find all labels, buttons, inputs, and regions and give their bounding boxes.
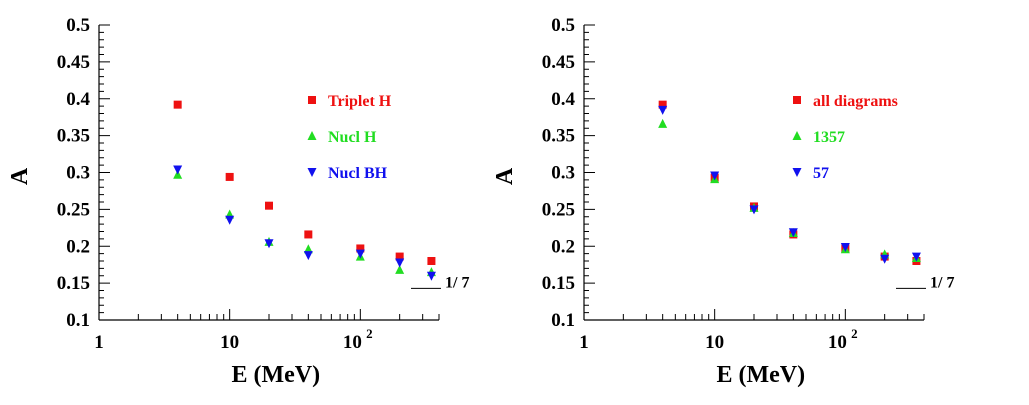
series-1	[658, 100, 921, 265]
data-point	[173, 100, 182, 109]
data-point	[225, 215, 235, 225]
data-point	[303, 244, 313, 254]
x-tick-label: 10	[828, 332, 847, 353]
legend-marker	[792, 131, 802, 140]
data-point	[788, 228, 798, 238]
y-tick-label: 0.45	[542, 52, 575, 73]
y-tick-label: 0.5	[551, 15, 575, 36]
data-point	[427, 257, 436, 265]
data-point	[356, 244, 365, 253]
y-tick-label: 0.4	[551, 89, 575, 110]
x-axis-label: E (MeV)	[231, 362, 320, 388]
y-tick-label: 0.1	[551, 310, 575, 331]
data-point	[911, 252, 921, 262]
y-tick-label: 0.25	[542, 199, 575, 220]
data-point	[658, 105, 668, 115]
data-point	[395, 264, 405, 274]
data-point	[264, 239, 274, 249]
legend-label: Nucl BH	[328, 165, 388, 182]
legend-label: Triplet H	[328, 93, 392, 110]
y-tick-label: 0.25	[57, 199, 90, 220]
data-point	[225, 172, 234, 181]
x-tick-label: 1	[94, 332, 104, 353]
data-point	[749, 205, 759, 215]
y-axis-label: A	[492, 167, 518, 185]
legend-label: all diagrams	[813, 93, 898, 110]
legend-marker	[792, 168, 802, 177]
y-tick-label: 0.35	[542, 126, 575, 147]
data-point	[395, 252, 404, 261]
data-point	[710, 171, 720, 181]
y-tick-label: 0.5	[66, 15, 90, 36]
plot-panel-2: 0.1 0.15 0.2 0.25 0.3 0.35 0.4 0.45 0.5 1 10 10 2 E (…	[492, 15, 954, 388]
legend-label: 57	[813, 165, 829, 182]
legend-marker	[307, 131, 317, 140]
series-2	[658, 118, 921, 263]
data-point	[840, 242, 850, 252]
data-point	[265, 201, 273, 210]
y-tick-label: 0.45	[57, 52, 90, 73]
legend-label: Nucl H	[328, 129, 377, 146]
x-axis-label: E (MeV)	[716, 362, 805, 388]
x-tick-exponent: 2	[851, 326, 858, 341]
data-point	[173, 165, 183, 175]
data-point	[658, 118, 668, 128]
legend-marker	[308, 96, 316, 104]
data-point	[880, 254, 890, 264]
data-point	[426, 271, 436, 281]
y-tick-label: 0.15	[542, 273, 575, 294]
data-point	[303, 251, 313, 261]
legend-marker	[793, 96, 801, 104]
y-tick-label: 0.2	[66, 236, 90, 257]
x-tick-label: 10	[220, 332, 239, 353]
y-tick-label: 0.35	[57, 126, 90, 147]
x-tick-label: 1	[579, 332, 589, 353]
series-1	[173, 100, 436, 265]
y-tick-label: 0.15	[57, 273, 90, 294]
y-tick-label: 0.4	[66, 89, 90, 110]
y-tick-label: 0.2	[551, 236, 575, 257]
y-axis-label: A	[7, 167, 33, 185]
legend-label: 1357	[813, 129, 845, 146]
data-point	[395, 258, 405, 268]
y-tick-label: 0.3	[551, 163, 575, 184]
data-point	[304, 230, 313, 239]
plot-panel-1: 0.1 0.15 0.2 0.25 0.3 0.35 0.4 0.45 0.5 1 10 10 2 E (…	[7, 15, 469, 388]
reference-line-label: 1/ 7	[445, 274, 469, 291]
reference-line-label: 1/ 7	[930, 274, 954, 291]
x-tick-label: 10	[343, 332, 362, 353]
y-tick-label: 0.1	[66, 310, 90, 331]
series-3	[658, 105, 921, 264]
x-tick-label: 10	[705, 332, 724, 353]
series-3	[173, 165, 436, 281]
x-tick-exponent: 2	[366, 326, 373, 341]
legend-marker	[307, 168, 317, 177]
data-point	[355, 249, 365, 259]
y-tick-label: 0.3	[66, 163, 90, 184]
data-point	[658, 100, 667, 109]
